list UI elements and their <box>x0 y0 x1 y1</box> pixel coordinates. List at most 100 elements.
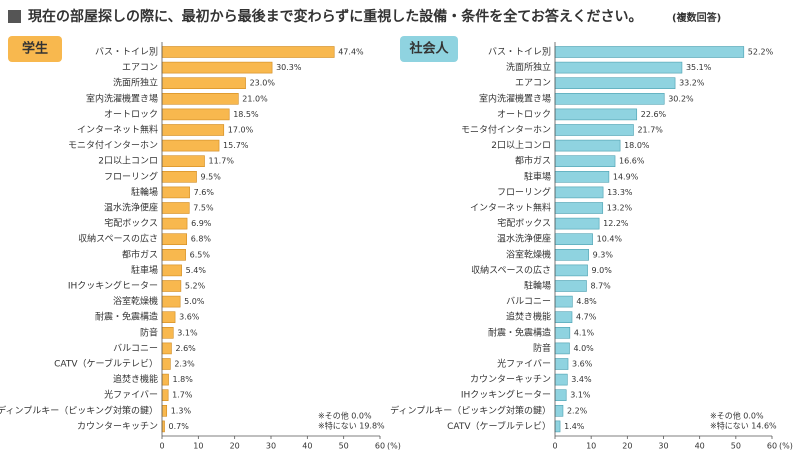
value-label: 5.4% <box>186 266 207 275</box>
value-label: 2.2% <box>567 406 588 415</box>
value-label: 23.0% <box>250 79 276 88</box>
x-tick-label: 50 <box>339 442 349 451</box>
value-label: 4.8% <box>576 297 597 306</box>
x-tick-label: 30 <box>658 442 668 451</box>
bar <box>554 186 604 199</box>
value-label: 35.1% <box>686 63 712 72</box>
x-tick-label: 10 <box>586 442 596 451</box>
bar <box>161 389 169 402</box>
x-tick-label: 0 <box>552 442 557 451</box>
x-tick-label: 10 <box>193 442 203 451</box>
bar <box>554 108 638 121</box>
value-label: 17.0% <box>228 126 254 135</box>
category-label: 2口以上コンロ <box>98 156 158 167</box>
category-label: インターネット無料 <box>470 202 551 214</box>
value-label: 1.3% <box>171 406 192 415</box>
category-label: 室内洗濯機置き場 <box>86 92 158 104</box>
category-label: 駐車場 <box>131 264 158 276</box>
bar <box>161 171 197 183</box>
category-label: エアコン <box>515 79 551 89</box>
x-tick-label: 30 <box>266 442 276 451</box>
value-label: 12.2% <box>603 219 629 228</box>
category-label: 宅配ボックス <box>497 217 551 229</box>
value-label: 6.8% <box>191 235 212 244</box>
bar <box>554 46 745 58</box>
value-label: 1.8% <box>173 375 194 384</box>
category-label: カウンターキッチン <box>77 421 158 432</box>
category-label: エアコン <box>122 63 158 73</box>
bar <box>554 280 587 292</box>
value-label: 5.2% <box>185 282 206 291</box>
value-label: 3.6% <box>572 360 593 369</box>
category-label: 光ファイバー <box>104 389 158 401</box>
bar <box>554 389 567 402</box>
category-label: CATV（ケーブルテレビ） <box>447 420 551 432</box>
category-label: バス・トイレ別 <box>95 47 158 58</box>
value-label: 3.1% <box>177 328 198 337</box>
category-label: CATV（ケーブルテレビ） <box>54 358 158 370</box>
bar <box>554 373 568 386</box>
chart-label: 社会人 <box>408 41 449 57</box>
category-label: 駐輪場 <box>131 186 158 198</box>
bar <box>161 46 335 58</box>
category-label: 都市ガス <box>122 248 158 260</box>
bar <box>161 217 188 230</box>
bar <box>161 61 273 74</box>
category-label: モニタ付インターホン <box>461 125 551 136</box>
chart-label: 学生 <box>22 41 48 57</box>
value-label: 8.7% <box>590 282 611 291</box>
bar <box>554 61 683 74</box>
value-label: 10.4% <box>597 235 623 244</box>
category-label: 都市ガス <box>515 155 551 167</box>
value-label: 4.0% <box>573 344 594 353</box>
value-label: 22.6% <box>641 110 667 119</box>
category-label: 洗面所独立 <box>113 77 158 89</box>
category-label: 耐震・免震構造 <box>95 311 158 323</box>
category-label: ディンプルキー（ピッキング対策の鍵） <box>390 404 551 416</box>
x-tick-label: 20 <box>230 442 240 451</box>
category-label: 駐車場 <box>524 170 551 182</box>
bar <box>161 108 230 121</box>
category-label: IHクッキングヒーター <box>68 280 158 292</box>
value-label: 13.3% <box>607 188 633 197</box>
bar <box>554 326 571 339</box>
category-label: オートロック <box>104 109 158 120</box>
category-label: 浴室乾燥機 <box>506 248 551 260</box>
value-label: 13.2% <box>607 204 633 213</box>
note: ※特にない 19.8% <box>318 421 385 431</box>
bar <box>554 93 665 105</box>
value-label: 3.4% <box>571 375 592 384</box>
x-tick-label: 60 <box>375 442 385 451</box>
value-label: 1.7% <box>172 391 193 400</box>
x-tick-label: 0 <box>159 442 164 451</box>
category-label: 防音 <box>533 342 551 354</box>
bar <box>161 124 225 136</box>
chart-label-badge <box>400 36 458 62</box>
title-marker <box>8 10 21 23</box>
category-label: バス・トイレ別 <box>488 47 551 58</box>
x-tick-label: 40 <box>302 442 312 451</box>
value-label: 4.7% <box>576 313 597 322</box>
bar <box>554 233 593 245</box>
bar <box>161 280 182 292</box>
value-label: 2.3% <box>174 360 195 369</box>
value-label: 9.0% <box>592 266 613 275</box>
category-label: インターネット無料 <box>77 124 158 136</box>
value-label: 0.7% <box>169 422 190 431</box>
category-label: 浴室乾燥機 <box>113 295 158 307</box>
value-label: 18.5% <box>233 110 259 119</box>
bar <box>161 311 176 324</box>
title-note: (複数回答) <box>672 11 721 24</box>
value-label: 4.1% <box>574 328 595 337</box>
value-label: 6.5% <box>190 250 211 259</box>
bar <box>554 358 569 370</box>
x-unit: (%) <box>387 442 401 451</box>
category-label: 耐震・免震構造 <box>488 326 551 338</box>
category-label: フローリング <box>104 170 158 182</box>
bar <box>161 155 205 167</box>
category-label: 追焚き機能 <box>113 373 158 385</box>
bar <box>554 295 573 308</box>
bar <box>161 233 188 245</box>
bar <box>554 139 621 152</box>
